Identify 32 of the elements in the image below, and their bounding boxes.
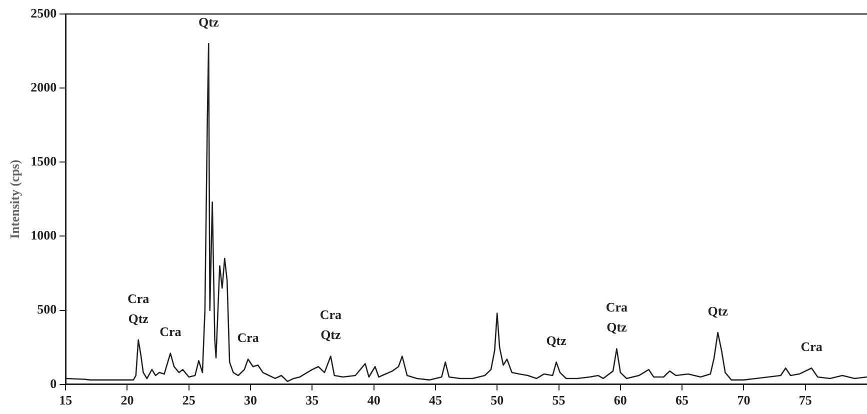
annotation: Cra: [128, 290, 150, 306]
annotation: Qtz: [606, 320, 628, 335]
x-tick-label: 65: [676, 392, 690, 408]
x-tick-label: 15: [59, 392, 73, 408]
y-tick-label: 1000: [30, 228, 57, 243]
annotation: Cra: [160, 324, 182, 340]
y-axis-title: Intensity (cps): [7, 160, 22, 239]
y-tick-label: 0: [50, 376, 57, 391]
annotation: Cra: [606, 300, 628, 315]
y-tick-label: 500: [37, 302, 57, 317]
annotation: Qtz: [128, 310, 149, 326]
x-tick-label: 60: [614, 392, 627, 408]
x-tick-label: 55: [552, 392, 566, 408]
x-tick-label: 45: [428, 392, 442, 408]
annotation: Qtz: [708, 303, 728, 318]
x-tick-label: 30: [244, 392, 258, 408]
x-tick-label: 20: [120, 392, 134, 408]
x-tick-label: 50: [490, 392, 504, 408]
annotation: Cra: [237, 330, 260, 346]
x-tick-label: 25: [182, 392, 196, 408]
y-tick-label: 2500: [30, 5, 57, 20]
annotation: Cra: [800, 338, 823, 354]
x-tick-label: 35: [306, 392, 320, 408]
y-tick-label: 2000: [30, 79, 57, 94]
annotation: Qtz: [546, 333, 567, 348]
y-tick-label: 1500: [30, 154, 57, 169]
x-tick-label: 40: [367, 392, 380, 408]
x-tick-label: 75: [798, 392, 812, 408]
annotation: Cra: [320, 307, 342, 322]
annotation: Qtz: [320, 327, 342, 342]
annotation: Qtz: [198, 14, 219, 30]
x-tick-label: 70: [737, 392, 750, 408]
